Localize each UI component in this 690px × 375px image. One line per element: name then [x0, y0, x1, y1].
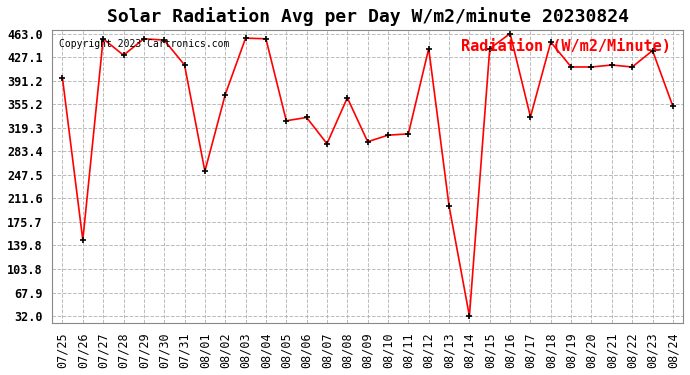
Text: Copyright 2023 Cartronics.com: Copyright 2023 Cartronics.com: [59, 39, 229, 49]
Text: Radiation (W/m2/Minute): Radiation (W/m2/Minute): [460, 39, 671, 54]
Title: Solar Radiation Avg per Day W/m2/minute 20230824: Solar Radiation Avg per Day W/m2/minute …: [107, 7, 629, 26]
